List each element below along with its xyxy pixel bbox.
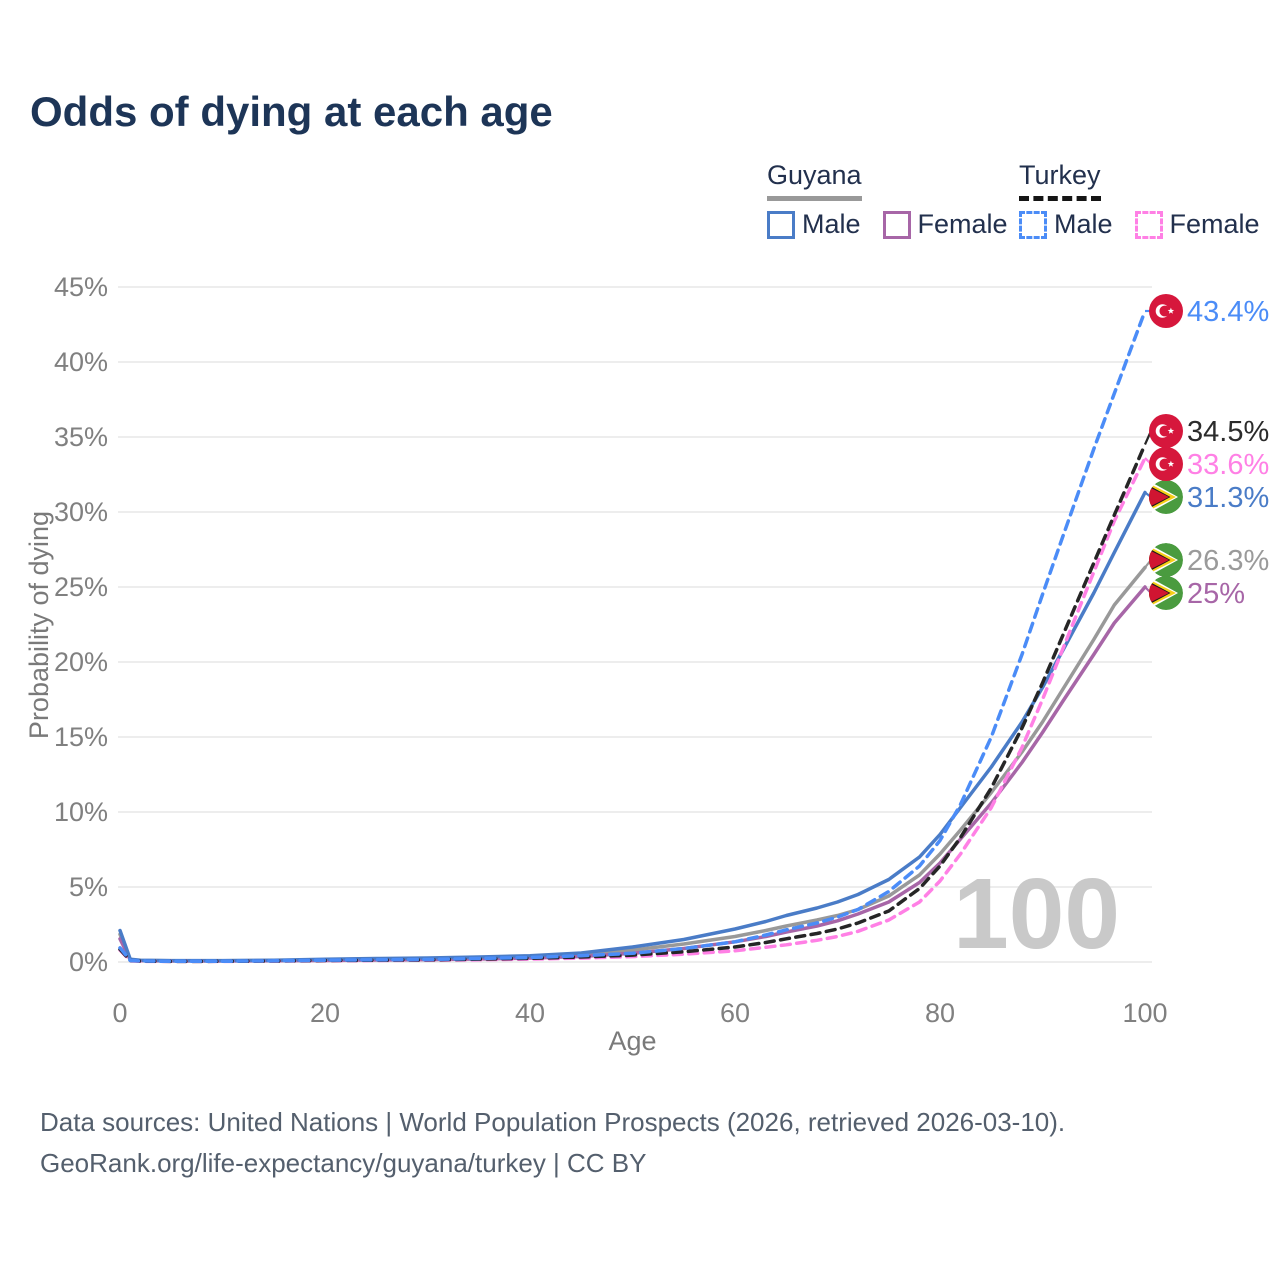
end-value-label-guyana-total: 26.3% (1187, 545, 1269, 577)
guyana-flag-icon (1149, 543, 1183, 577)
y-tick-label: 10% (54, 797, 108, 827)
series-line-turkey-male[interactable] (118, 309, 1147, 964)
y-tick-label: 5% (69, 872, 108, 902)
legend-label: Male (802, 209, 861, 239)
legend-item-guyana-female[interactable]: Female (882, 209, 1008, 240)
y-tick-label: 45% (54, 272, 108, 302)
x-tick-label: 0 (112, 998, 127, 1028)
x-tick-label: 100 (1122, 998, 1167, 1028)
legend-group-turkey: Turkey Male Female (1019, 160, 1280, 240)
page-title: Odds of dying at each age (30, 88, 553, 135)
x-tick-label: 80 (925, 998, 955, 1028)
legend-label: Female (1169, 209, 1260, 239)
footer: Data sources: United Nations | World Pop… (40, 1102, 1065, 1184)
guyana-flag-icon (1149, 480, 1183, 514)
legend-item-turkey-male[interactable]: Male (1019, 209, 1113, 240)
guyana-female-swatch-icon (882, 210, 911, 239)
legend-item-guyana-male[interactable]: Male (767, 209, 861, 240)
legend-country-guyana: Guyana (767, 160, 862, 201)
x-axis-title: Age (608, 1026, 656, 1056)
guyana-flag-icon (1149, 576, 1183, 610)
y-tick-label: 20% (54, 647, 108, 677)
y-tick-label: 25% (54, 572, 108, 602)
y-tick-label: 40% (54, 347, 108, 377)
y-tick-label: 35% (54, 422, 108, 452)
end-value-label-turkey-total: 34.5% (1187, 416, 1269, 448)
legend-country-turkey: Turkey (1019, 160, 1101, 201)
y-tick-label: 0% (69, 947, 108, 977)
legend-item-turkey-female[interactable]: Female (1134, 209, 1260, 240)
turkey-male-swatch-icon (1019, 210, 1047, 239)
turkey-flag-icon (1149, 294, 1183, 328)
guyana-male-swatch-icon (767, 210, 795, 239)
end-value-label-guyana-female: 25% (1187, 578, 1245, 610)
x-tick-label: 20 (310, 998, 340, 1028)
y-tick-label: 15% (54, 722, 108, 752)
y-tick-label: 30% (54, 497, 108, 527)
legend-label: Male (1054, 209, 1113, 239)
end-value-label-turkey-male: 43.4% (1187, 296, 1269, 328)
end-value-label-guyana-male: 31.3% (1187, 482, 1269, 514)
turkey-flag-icon (1149, 414, 1183, 448)
legend-group-guyana: Guyana Male Female (767, 160, 1030, 240)
turkey-female-swatch-icon (1134, 210, 1163, 239)
footer-attribution: GeoRank.org/life-expectancy/guyana/turke… (40, 1148, 647, 1178)
line-chart: 0% 5% 10% 15% 20% 25% 30% 35% 40% 45% 0 20 40 60 80 100… (24, 272, 1269, 1056)
footer-data-sources: Data sources: United Nations | World Pop… (40, 1107, 1066, 1137)
age-watermark: 100 (953, 858, 1120, 970)
end-value-label-turkey-female: 33.6% (1187, 449, 1269, 481)
x-tick-label: 60 (720, 998, 750, 1028)
turkey-flag-icon (1149, 447, 1183, 481)
x-tick-label: 40 (515, 998, 545, 1028)
y-axis-title: Probability of dying (24, 511, 54, 739)
legend-label: Female (917, 209, 1008, 239)
